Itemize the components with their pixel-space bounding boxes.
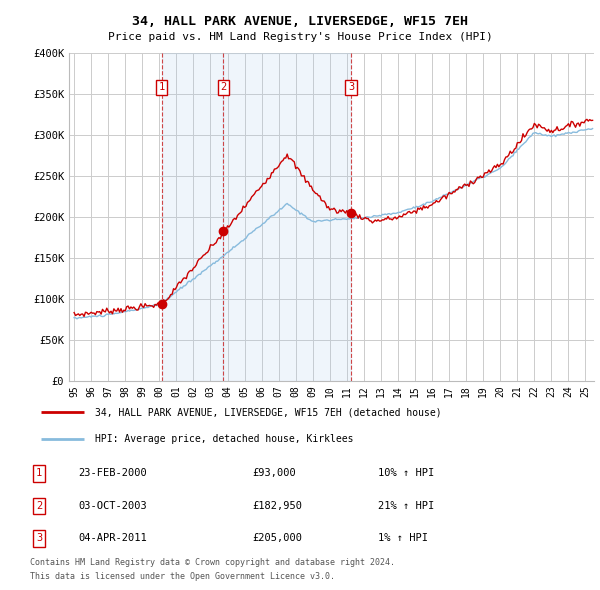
Text: 3: 3 — [348, 83, 354, 93]
Text: 21% ↑ HPI: 21% ↑ HPI — [378, 501, 434, 511]
Text: 23-FEB-2000: 23-FEB-2000 — [78, 468, 147, 478]
Text: £182,950: £182,950 — [252, 501, 302, 511]
Text: 3: 3 — [36, 533, 42, 543]
Text: Contains HM Land Registry data © Crown copyright and database right 2024.: Contains HM Land Registry data © Crown c… — [30, 558, 395, 566]
Bar — [161, 53, 223, 381]
Text: 34, HALL PARK AVENUE, LIVERSEDGE, WF15 7EH: 34, HALL PARK AVENUE, LIVERSEDGE, WF15 7… — [132, 15, 468, 28]
Bar — [223, 53, 351, 381]
Text: HPI: Average price, detached house, Kirklees: HPI: Average price, detached house, Kirk… — [95, 434, 353, 444]
Text: £205,000: £205,000 — [252, 533, 302, 543]
Text: £93,000: £93,000 — [252, 468, 296, 478]
Text: 10% ↑ HPI: 10% ↑ HPI — [378, 468, 434, 478]
Text: This data is licensed under the Open Government Licence v3.0.: This data is licensed under the Open Gov… — [30, 572, 335, 581]
Text: 1% ↑ HPI: 1% ↑ HPI — [378, 533, 428, 543]
Text: 03-OCT-2003: 03-OCT-2003 — [78, 501, 147, 511]
Text: 1: 1 — [158, 83, 164, 93]
Text: 2: 2 — [36, 501, 42, 511]
Text: 34, HALL PARK AVENUE, LIVERSEDGE, WF15 7EH (detached house): 34, HALL PARK AVENUE, LIVERSEDGE, WF15 7… — [95, 407, 442, 417]
Text: 04-APR-2011: 04-APR-2011 — [78, 533, 147, 543]
Text: 1: 1 — [36, 468, 42, 478]
Text: Price paid vs. HM Land Registry's House Price Index (HPI): Price paid vs. HM Land Registry's House … — [107, 32, 493, 42]
Text: 2: 2 — [220, 83, 226, 93]
